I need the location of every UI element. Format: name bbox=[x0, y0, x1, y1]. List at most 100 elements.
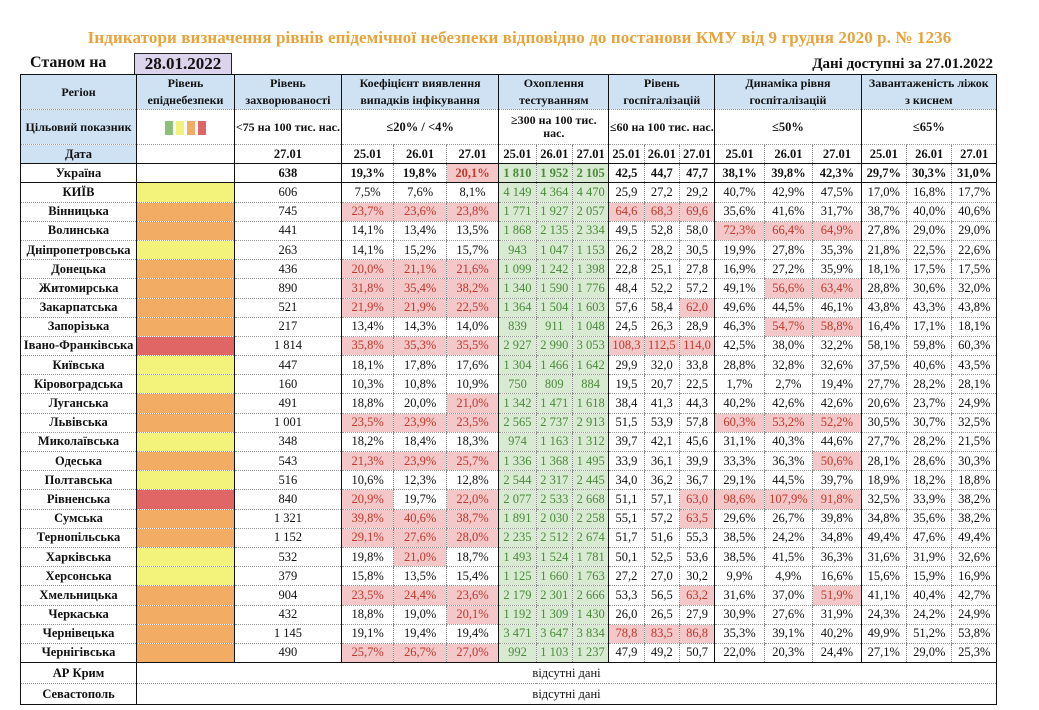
oxygen-beds-value: 51,2% bbox=[906, 624, 952, 644]
oxygen-beds-value: 29,0% bbox=[906, 221, 952, 241]
danger-level-cell bbox=[136, 509, 235, 529]
danger-level-cell bbox=[136, 489, 235, 510]
testing-value: 839 bbox=[498, 317, 537, 337]
testing-value: 1 603 bbox=[571, 298, 609, 318]
detection-value: 20,1% bbox=[445, 163, 499, 184]
hosp-dynamics-value: 16,9% bbox=[714, 259, 765, 280]
hosp-value: 49,2 bbox=[643, 643, 680, 664]
hosp-dynamics-value: 24,4% bbox=[812, 643, 862, 664]
testing-value: 2 258 bbox=[571, 509, 609, 529]
testing-value: 2 927 bbox=[498, 336, 537, 357]
oxygen-beds-value: 27,7% bbox=[860, 374, 907, 395]
missing-region-row: АР Крим відсутні дані bbox=[19, 662, 997, 685]
oxygen-beds-value: 43,3% bbox=[906, 298, 952, 318]
oxygen-beds-value: 43,5% bbox=[951, 355, 997, 376]
detection-value: 19,3% bbox=[340, 163, 394, 184]
detection-value: 20,9% bbox=[340, 489, 394, 510]
level-date-empty bbox=[136, 144, 235, 165]
detection-value: 19,4% bbox=[393, 624, 447, 644]
legend-red-swatch bbox=[197, 120, 206, 135]
detection-value: 27,6% bbox=[393, 528, 447, 548]
missing-region-row: Севастополь відсутні дані bbox=[19, 683, 997, 706]
region-name: Чернігівська bbox=[19, 643, 137, 664]
detection-value: 25,7% bbox=[445, 451, 499, 472]
hosp-value: 114,0 bbox=[678, 336, 715, 357]
hosp-dynamics-value: 31,1% bbox=[714, 432, 765, 453]
hosp-value: 83,5 bbox=[643, 624, 680, 644]
oxygen-beds-value: 40,0% bbox=[906, 202, 952, 222]
hosp-value: 57,6 bbox=[608, 298, 645, 318]
oxygen-beds-value: 34,8% bbox=[860, 509, 907, 529]
region-name: Хмельницька bbox=[19, 585, 137, 606]
danger-level-cell bbox=[136, 624, 235, 644]
hosp-value: 22,8 bbox=[608, 259, 645, 280]
target-label: Цільовий показник bbox=[19, 109, 137, 145]
hosp-dynamics-value: 32,6% bbox=[812, 355, 862, 376]
header-row-dates: Дата 27.01 25.01 26.01 27.01 25.01 26.01 27.0… bbox=[19, 144, 997, 165]
detection-value: 38,7% bbox=[445, 509, 499, 529]
detection-value: 21,1% bbox=[393, 259, 447, 280]
oxygen-beds-value: 18,8% bbox=[951, 470, 997, 491]
detection-value: 13,5% bbox=[393, 566, 447, 587]
region-name: Одеська bbox=[19, 451, 137, 472]
detection-value: 35,8% bbox=[340, 336, 394, 357]
detection-value: 13,4% bbox=[393, 221, 447, 241]
testing-value: 750 bbox=[498, 374, 537, 395]
detection-value: 15,4% bbox=[445, 566, 499, 587]
oxygen-beds-value: 28,6% bbox=[906, 451, 952, 472]
oxygen-beds-value: 18,1% bbox=[860, 259, 907, 280]
hosp-value: 44,3 bbox=[678, 393, 715, 414]
testing-value: 2 057 bbox=[571, 202, 609, 222]
oxygen-beds-value: 15,9% bbox=[906, 566, 952, 587]
oxygen-beds-value: 16,8% bbox=[906, 182, 952, 203]
region-name: Севастополь bbox=[19, 683, 137, 706]
header-level: Рівень епіднебезпеки bbox=[136, 74, 235, 110]
hosp-dynamics-value: 42,6% bbox=[763, 393, 813, 414]
detection-value: 18,4% bbox=[393, 432, 447, 453]
testing-value: 2 179 bbox=[498, 585, 537, 606]
hosp-value: 44,7 bbox=[643, 163, 680, 184]
detection-value: 21,6% bbox=[445, 259, 499, 280]
testing-value: 4 470 bbox=[571, 182, 609, 203]
danger-level-cell bbox=[136, 566, 235, 587]
testing-value: 1 125 bbox=[498, 566, 537, 587]
detection-value: 40,6% bbox=[393, 509, 447, 529]
incidence-value: 606 bbox=[233, 182, 342, 203]
testing-value: 1 192 bbox=[498, 605, 537, 625]
hosp-value: 36,1 bbox=[643, 451, 680, 472]
oxygen-beds-value: 29,0% bbox=[906, 643, 952, 664]
region-name: Харківська bbox=[19, 547, 137, 568]
incidence-value: 532 bbox=[233, 547, 342, 568]
detection-value: 15,8% bbox=[340, 566, 394, 587]
oxygen-beds-value: 20,6% bbox=[860, 393, 907, 414]
incidence-value: 1 152 bbox=[233, 528, 342, 548]
hosp-dynamics-value: 20,3% bbox=[763, 643, 813, 664]
testing-value: 1 153 bbox=[571, 240, 609, 261]
detection-date-1: 26.01 bbox=[393, 144, 447, 165]
hosp-dynamics-value: 27,2% bbox=[763, 259, 813, 280]
testing-value: 3 834 bbox=[571, 624, 609, 644]
testing-value: 1 618 bbox=[571, 393, 609, 414]
hosp-value: 45,6 bbox=[678, 432, 715, 453]
hosp-value: 39,7 bbox=[608, 432, 645, 453]
header-region: Регіон bbox=[19, 74, 137, 110]
oxygen-beds-value: 31,6% bbox=[860, 547, 907, 568]
danger-level-cell bbox=[136, 528, 235, 548]
oxygen-beds-value: 43,8% bbox=[951, 298, 997, 318]
detection-value: 29,1% bbox=[340, 528, 394, 548]
oxygen-beds-value: 15,6% bbox=[860, 566, 907, 587]
oxygen-beds-value: 24,2% bbox=[906, 605, 952, 625]
testing-value: 2 030 bbox=[535, 509, 573, 529]
data-available-date: Дані доступні за 27.01.2022 bbox=[812, 56, 993, 72]
oxygen-beds-value: 28,8% bbox=[860, 278, 907, 299]
hosp-value: 25,9 bbox=[608, 182, 645, 203]
oxygen-beds-value: 31,0% bbox=[951, 163, 997, 184]
detection-date-2: 27.01 bbox=[445, 144, 499, 165]
testing-value: 1 048 bbox=[571, 317, 609, 337]
hosp-value: 32,0 bbox=[643, 355, 680, 376]
region-name: Закарпатська bbox=[19, 298, 137, 318]
dyn-date-1: 26.01 bbox=[763, 144, 813, 165]
oxygen-beds-value: 53,8% bbox=[951, 624, 997, 644]
danger-level-cell bbox=[136, 336, 235, 357]
level-legend bbox=[136, 109, 235, 145]
